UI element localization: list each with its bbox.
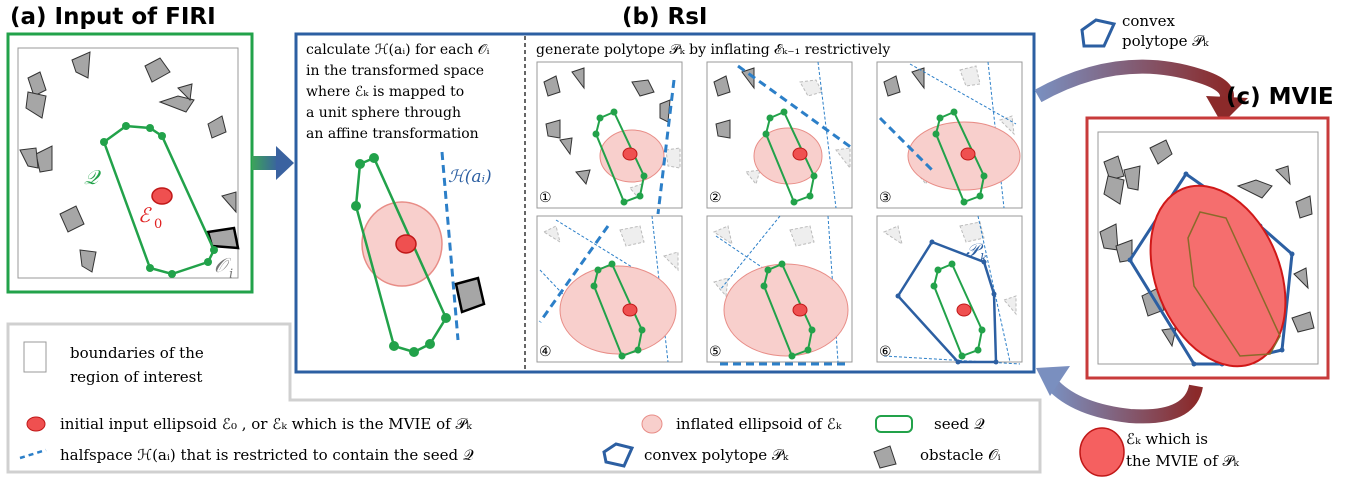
step-3-number: ③: [879, 190, 892, 206]
legend-ellipsoid-text: initial input ellipsoid ℰ₀ , or ℰₖ which…: [60, 415, 472, 433]
legend-obstacle-text: obstacle 𝒪ᵢ: [920, 446, 1001, 464]
desc-line-2: in the transformed space: [306, 63, 484, 79]
legend-halfspace-text: halfspace ℋ(aᵢ) that is restricted to co…: [60, 446, 474, 464]
legend-boundary-1: boundaries of the: [70, 344, 204, 362]
desc-line-3: where ℰₖ is mapped to: [306, 84, 464, 100]
legend-polytope-icon: [602, 442, 635, 468]
arrow-a-to-b: [252, 146, 294, 180]
cycle-top-label-2: polytope 𝒫ₖ: [1122, 32, 1209, 50]
panel-c-polytope: [1128, 171, 1294, 366]
panel-c-mvie: [1149, 184, 1287, 368]
step-1: ①: [536, 61, 683, 215]
legend-boundary-2: region of interest: [70, 368, 202, 386]
cycle-bottom-label-2: the MVIE of 𝒫ₖ: [1126, 452, 1239, 470]
panel-a-label-q: 𝒬: [84, 165, 102, 189]
desc-line-1: calculate ℋ(aᵢ) for each 𝒪ᵢ: [306, 42, 490, 58]
legend-halfspace-icon: [19, 448, 47, 460]
legend-inflated-text: inflated ellipsoid of ℰₖ: [676, 415, 842, 433]
legend: boundaries of the region of interest ini…: [6, 322, 1042, 474]
panel-a-seed: [100, 122, 218, 278]
legend-obstacle-icon: [873, 445, 897, 469]
panel-a-title: (a) Input of FIRI: [10, 4, 216, 30]
legend-inflated-icon: [641, 414, 663, 434]
step-2-number: ②: [709, 190, 722, 206]
cycle-arrow-bottom: [1036, 366, 1203, 424]
step-5: ⑤: [706, 215, 853, 366]
panel-b-illustration: ℋ(aᵢ): [351, 151, 492, 357]
step-4: ④: [536, 215, 683, 363]
panel-a-obstacles: [19, 51, 237, 273]
halfspace-label: ℋ(aᵢ): [448, 167, 492, 187]
legend-roi-icon: [23, 341, 47, 373]
cycle-top-label-1: convex: [1122, 12, 1175, 30]
legend-seed-icon: [875, 415, 913, 433]
pk-label-sub: k: [980, 251, 987, 265]
step-6-number: ⑥: [879, 344, 892, 360]
step-panels: ① ②: [536, 61, 1023, 366]
step-3: ③: [876, 61, 1023, 209]
panel-a-ellipsoid: [151, 187, 173, 205]
step-6: 𝒫 k ⑥: [876, 215, 1023, 365]
panel-a-label-e0-sub: 0: [154, 217, 162, 232]
step-1-number: ①: [539, 190, 552, 206]
cycle-bottom-label-1: ℰₖ which is: [1126, 430, 1208, 448]
legend-seed-text: seed 𝒬: [934, 415, 985, 433]
desc-line-4: a unit sphere through: [306, 105, 461, 121]
panel-a-label-e0: ℰ: [138, 203, 152, 227]
step-2: ②: [706, 61, 853, 209]
panel-c-seed: [1187, 211, 1281, 357]
step-5-number: ⑤: [709, 344, 722, 360]
panel-b-title: (b) RsI: [622, 4, 707, 30]
legend-polytope-text: convex polytope 𝒫ₖ: [644, 446, 789, 464]
legend-ellipsoid-icon: [26, 416, 46, 432]
desc-line-5: an affine transformation: [306, 126, 479, 142]
panel-a-label-oi-sub: i: [229, 267, 233, 282]
cycle-polytope-icon: [1080, 18, 1117, 48]
step-4-number: ④: [539, 344, 552, 360]
panel-a-roi-boundary: [17, 47, 239, 279]
panel-c-title: (c) MVIE: [1226, 84, 1334, 110]
panel-b-header: generate polytope 𝒫ₖ by inflating ℰₖ₋₁ r…: [536, 42, 890, 58]
cycle-arrow-top: [1034, 59, 1248, 124]
panel-b-description: calculate ℋ(aᵢ) for each 𝒪ᵢ in the trans…: [306, 42, 490, 142]
cycle-ellipse-icon: [1079, 427, 1125, 477]
legend-frame: [6, 322, 1042, 474]
